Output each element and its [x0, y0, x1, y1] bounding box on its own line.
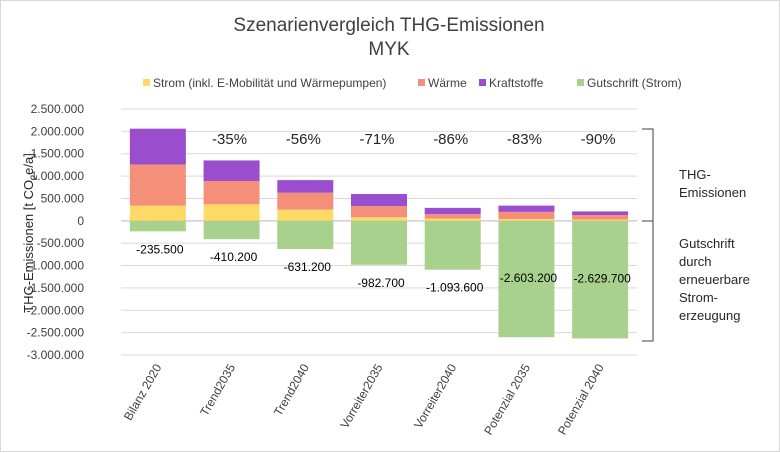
credit-value-label: -982.700 — [357, 276, 405, 290]
bar-segment — [572, 211, 629, 216]
credit-labels: -235.500 -410.200 -631.200 -982.700 -1.093.6… — [136, 242, 631, 294]
legend-swatch — [577, 79, 584, 86]
emissions-bracket — [642, 128, 654, 222]
credit-value-label: -410.200 — [210, 250, 258, 264]
bar-segment — [277, 180, 334, 193]
x-category-label: Potenzial 2035 — [481, 361, 533, 437]
bar-segment — [351, 206, 407, 218]
reduction-label: -86% — [433, 131, 468, 148]
x-category-label: Vorreiter2040 — [411, 361, 459, 431]
reduction-label: -90% — [581, 131, 616, 148]
y-tick-label: -1.000.000 — [27, 259, 85, 273]
y-tick-label: 1.500.000 — [31, 147, 85, 161]
legend-label: Strom (inkl. E-Mobilität und Wärmepumpen… — [153, 76, 386, 90]
bar-segment — [129, 164, 186, 206]
bar-segment — [129, 128, 186, 165]
y-tick-label: -2.500.000 — [27, 326, 85, 340]
credit-value-label: -235.500 — [136, 242, 184, 256]
bar-segment — [203, 181, 260, 205]
y-axis-label-prefix: THG-Emissionen [t CO — [21, 180, 36, 313]
x-category-label: Vorreiter2035 — [337, 361, 385, 431]
bar-segment — [277, 209, 334, 221]
legend-swatch — [143, 79, 150, 86]
reduction-label: -56% — [286, 131, 321, 148]
x-category-label: Bilanz 2020 — [121, 361, 165, 423]
credit-annotation-line: erneuerbare — [679, 272, 750, 287]
y-tick-label: 2.500.000 — [31, 102, 85, 116]
legend-label: Kraftstoffe — [489, 76, 544, 90]
bar-segment — [351, 193, 407, 207]
bar-segment — [498, 205, 555, 212]
legend: Strom (inkl. E-Mobilität und Wärmepumpen… — [143, 76, 682, 90]
emissions-annotation-line: THG- — [679, 167, 711, 182]
y-tick-label: 0 — [77, 214, 84, 228]
credit-annotation: Gutschrift durch erneuerbare Strom-erzeugun… — [679, 236, 750, 323]
y-tick-label: -500.000 — [37, 236, 85, 250]
y-tick-label: -2.000.000 — [27, 303, 85, 317]
bar-segment — [424, 214, 481, 219]
reduction-label: -71% — [359, 131, 394, 148]
bar-segment — [572, 215, 629, 220]
credit-annotation-line: erzeugung — [679, 308, 740, 323]
y-tick-label: 1.000.000 — [31, 169, 85, 183]
bar-segment — [424, 207, 481, 215]
bar-segment — [424, 220, 481, 270]
y-axis-ticks: 2.500.000 2.000.000 1.500.000 1.000.000 500.… — [27, 102, 85, 362]
bars — [129, 128, 629, 339]
bar-segment — [498, 211, 555, 220]
legend-label: Gutschrift (Strom) — [587, 76, 682, 90]
bar-segment — [572, 219, 629, 221]
bar-segment — [351, 217, 407, 221]
y-tick-label: -3.000.000 — [27, 348, 85, 362]
reduction-labels: -35% -56% -71% -86% -83% -90% — [212, 131, 616, 148]
bar-segment — [424, 218, 481, 221]
credit-annotation-line: Gutschrift — [679, 236, 735, 251]
x-category-label: Trend2040 — [271, 361, 312, 418]
credit-value-label: -2.629.700 — [573, 272, 631, 286]
reduction-label: -83% — [507, 131, 542, 148]
credit-annotation-line: durch — [679, 254, 712, 269]
x-category-label: Potenzial 2040 — [555, 361, 607, 437]
bar-segment — [129, 220, 186, 232]
bar-segment — [277, 192, 334, 210]
bar-segment — [203, 204, 260, 221]
bar-segment — [498, 220, 555, 338]
y-tick-label: 500.000 — [41, 191, 85, 205]
credit-annotation-line: Strom- — [679, 290, 718, 305]
reduction-label: -35% — [212, 131, 247, 148]
bar-segment — [203, 160, 260, 182]
y-tick-label: 2.000.000 — [31, 124, 85, 138]
credit-value-label: -1.093.600 — [426, 281, 484, 295]
chart-title: Szenarienvergleich THG-Emissionen — [233, 15, 544, 36]
y-tick-label: -1.500.000 — [27, 281, 85, 295]
chart-subtitle: MYK — [368, 39, 410, 60]
legend-swatch — [418, 79, 425, 86]
y-axis-label-sub: 2 — [29, 175, 39, 180]
emissions-annotation: THG- Emissionen — [679, 167, 746, 200]
y-axis-label: THG-Emissionen [t CO2e/a] — [21, 153, 39, 313]
credit-value-label: -2.603.200 — [500, 271, 558, 285]
bar-segment — [203, 220, 260, 240]
credit-bracket — [642, 220, 654, 342]
y-axis-label-suffix: e/a] — [21, 153, 36, 175]
credit-value-label: -631.200 — [284, 260, 332, 274]
legend-swatch — [479, 79, 486, 86]
bar-segment — [572, 220, 629, 339]
x-category-label: Trend2035 — [197, 361, 238, 418]
bar-segment — [277, 220, 334, 250]
bar-segment — [129, 205, 186, 221]
bar-segment — [498, 219, 555, 221]
bar-segment — [351, 220, 407, 265]
emissions-annotation-line: Emissionen — [679, 185, 746, 200]
x-axis-categories: Bilanz 2020 Trend2035 Trend2040 Vorreiter20… — [121, 361, 607, 437]
legend-label: Wärme — [428, 76, 467, 90]
